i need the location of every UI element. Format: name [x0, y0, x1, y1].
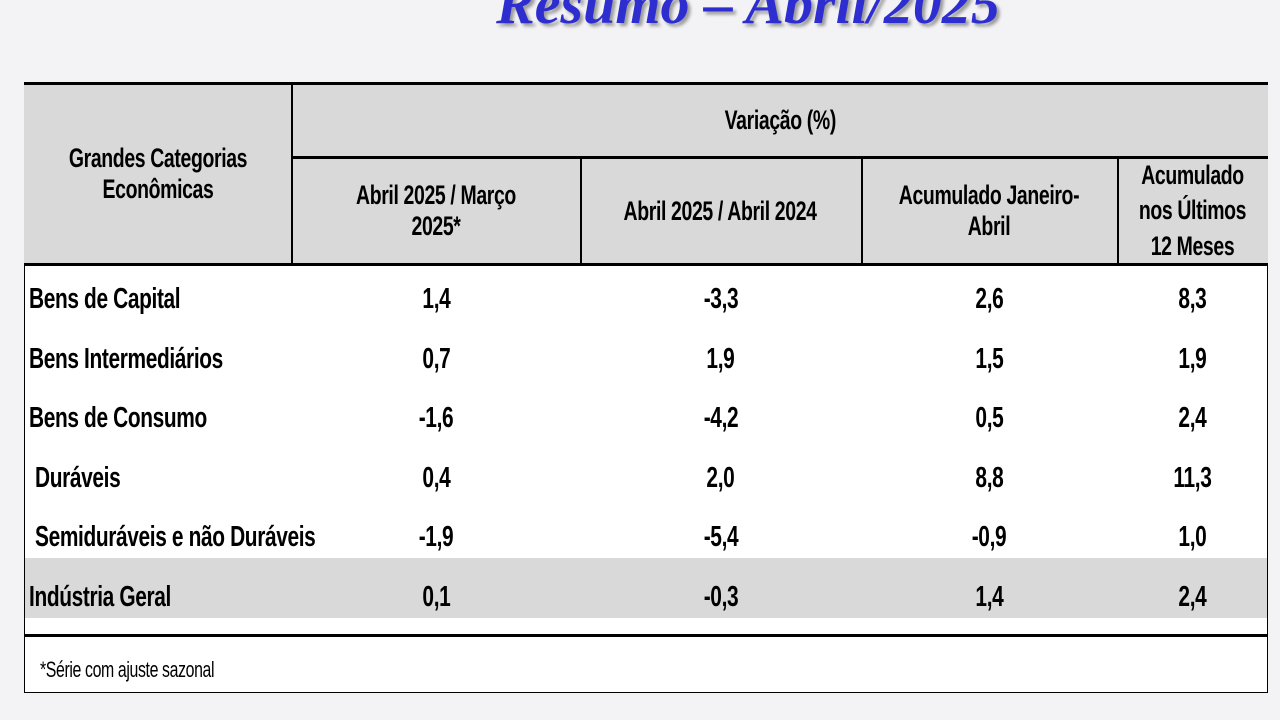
cell-value: 11,3: [1173, 461, 1212, 494]
corner-header: Grandes Categorias Econômicas: [68, 142, 248, 204]
cell-value-cell: 0,1: [292, 568, 580, 627]
cell-value-cell: -0,3: [580, 568, 861, 627]
rule: [24, 634, 1268, 637]
cell-value-cell: -1,9: [292, 508, 580, 567]
cell-value-cell: 1,4: [861, 568, 1117, 627]
cell-value-cell: 2,6: [861, 270, 1117, 329]
cell-value: 1,4: [422, 283, 450, 315]
corner-header-cell: Grandes Categorias Econômicas: [24, 83, 292, 264]
cell-value: 1,9: [706, 342, 735, 375]
page-title: Resumo – Abril/2025: [496, 0, 1000, 36]
cell-value: -5,4: [703, 521, 738, 553]
rule: [580, 158, 582, 264]
row-label-cell: Duráveis: [26, 449, 292, 508]
cell-value: 2,0: [706, 461, 735, 494]
row-label: Semiduráveis e não Duráveis: [35, 521, 316, 553]
row-label-cell: Semiduráveis e não Duráveis: [26, 508, 316, 567]
cell-value: 1,5: [975, 342, 1003, 375]
row-label-cell: Bens de Consumo: [26, 389, 292, 448]
row-label-cell: Indústria Geral: [26, 568, 292, 627]
cell-value-cell: 0,4: [292, 449, 580, 508]
cell-value: 2,4: [1178, 402, 1207, 434]
column-header: Abril 2025 / Abril 2024: [623, 195, 818, 226]
row-label: Bens de Consumo: [29, 402, 207, 434]
rule: [861, 158, 863, 264]
footnote: *Série com ajuste sazonal: [40, 657, 215, 682]
column-header: Acumulado nos Últimos 12 Meses: [1138, 160, 1247, 261]
cell-value-cell: 0,7: [292, 330, 580, 389]
cell-value: 1,0: [1178, 521, 1207, 553]
cell-value-cell: 2,4: [1117, 389, 1268, 448]
cell-value: 0,5: [975, 402, 1003, 434]
row-label-cell: Bens Intermediários: [26, 330, 292, 389]
cell-value: 2,4: [1178, 580, 1207, 613]
row-label: Duráveis: [35, 461, 121, 494]
total-row-background: [25, 557, 1267, 618]
cell-value-cell: 1,9: [1117, 330, 1268, 389]
cell-value-cell: -0,9: [861, 508, 1117, 567]
cell-value: -1,9: [418, 521, 454, 553]
column-header-cell: Acumulado Janeiro-Abril: [861, 158, 1117, 264]
cell-value-cell: 1,0: [1117, 508, 1268, 567]
cell-value-cell: -3,3: [580, 270, 861, 329]
column-header-cell: Abril 2025 / Abril 2024: [580, 158, 861, 264]
cell-value-cell: 2,0: [580, 449, 861, 508]
cell-value-cell: -4,2: [580, 389, 861, 448]
column-header: Acumulado Janeiro-Abril: [898, 180, 1080, 241]
cell-value-cell: 8,3: [1117, 270, 1268, 329]
cell-value: -1,6: [418, 402, 454, 434]
column-header-cell: Abril 2025 / Março 2025*: [292, 158, 580, 264]
row-label: Indústria Geral: [29, 580, 171, 613]
cell-value-cell: 11,3: [1117, 449, 1268, 508]
row-label-cell: Bens de Capital: [26, 270, 292, 329]
cell-value: -4,2: [703, 402, 738, 434]
cell-value: -0,3: [703, 580, 738, 613]
row-label: Bens de Capital: [29, 283, 181, 315]
footnote-cell: *Série com ajuste sazonal: [40, 645, 440, 695]
cell-value: 0,4: [422, 461, 450, 494]
cell-value: 8,3: [1178, 283, 1207, 315]
cell-value: -0,9: [971, 521, 1007, 553]
cell-value-cell: 1,9: [580, 330, 861, 389]
cell-value: 0,7: [422, 342, 450, 375]
cell-value-cell: 2,4: [1117, 568, 1268, 627]
cell-value-cell: 8,8: [861, 449, 1117, 508]
cell-value-cell: 1,4: [292, 270, 580, 329]
cell-value: 1,9: [1178, 342, 1207, 375]
cell-value-cell: -5,4: [580, 508, 861, 567]
cell-value: 8,8: [975, 461, 1003, 494]
rule: [24, 82, 1268, 85]
cell-value: 2,6: [975, 283, 1003, 315]
cell-value-cell: 0,5: [861, 389, 1117, 448]
rule: [1117, 158, 1119, 264]
rule: [291, 83, 293, 264]
row-label: Bens Intermediários: [29, 342, 223, 375]
group-header: Variação (%): [724, 105, 836, 135]
cell-value-cell: 1,5: [861, 330, 1117, 389]
cell-value: -3,3: [703, 283, 738, 315]
cell-value: 0,1: [422, 580, 450, 613]
rule: [292, 156, 1268, 159]
column-header: Abril 2025 / Março 2025*: [356, 180, 516, 241]
rule: [24, 263, 1268, 266]
column-header-cell: Acumulado nos Últimos 12 Meses: [1117, 158, 1268, 264]
cell-value-cell: -1,6: [292, 389, 580, 448]
cell-value: 1,4: [975, 580, 1003, 613]
group-header-cell: Variação (%): [292, 83, 1268, 158]
